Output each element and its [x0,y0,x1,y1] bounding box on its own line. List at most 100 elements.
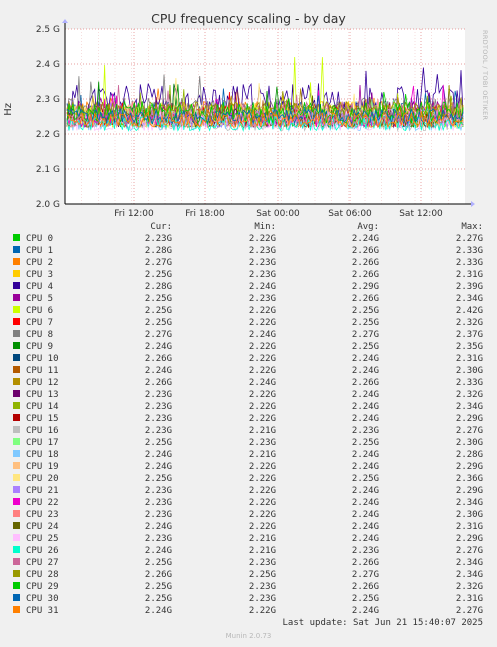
legend-avg: 2.26G [351,294,379,304]
legend-avg: 2.24G [351,510,379,520]
legend-cur: 2.23G [144,426,172,436]
legend-swatch [13,522,20,529]
legend-cur: 2.25G [144,306,172,316]
legend-swatch [13,594,20,601]
legend-swatch [13,306,20,313]
legend-min: 2.23G [248,246,276,256]
legend-header: Cur: Min: Avg: Max: [0,222,497,234]
legend-row: CPU 13 2.23G 2.22G 2.24G 2.32G [0,390,497,402]
legend-row: CPU 3 2.25G 2.23G 2.26G 2.31G [0,270,497,282]
legend-min: 2.22G [248,402,276,412]
legend-avg: 2.26G [351,246,379,256]
legend-max: 2.37G [455,330,483,340]
legend-min: 2.23G [248,558,276,568]
legend-avg: 2.24G [351,450,379,460]
legend-series-name: CPU 10 [26,354,59,364]
legend-swatch [13,486,20,493]
legend-series-name: CPU 3 [26,270,54,280]
legend-cur: 2.27G [144,258,172,268]
legend-avg: 2.24G [351,606,379,616]
legend-min: 2.23G [248,582,276,592]
legend-min: 2.22G [248,462,276,472]
legend-avg: 2.24G [351,498,379,508]
legend-avg: 2.26G [351,558,379,568]
legend-avg: 2.24G [351,414,379,424]
legend-max: 2.34G [455,294,483,304]
legend-swatch [13,342,20,349]
legend-min: 2.21G [248,546,276,556]
y-tick-label: 2.2 G [36,130,60,140]
legend-series-name: CPU 16 [26,426,59,436]
legend-swatch [13,366,20,373]
legend-cur: 2.23G [144,486,172,496]
legend-row: CPU 12 2.26G 2.24G 2.26G 2.33G [0,378,497,390]
legend-row: CPU 8 2.27G 2.24G 2.27G 2.37G [0,330,497,342]
legend-swatch [13,570,20,577]
legend-series-name: CPU 6 [26,306,54,316]
legend-series-name: CPU 18 [26,450,59,460]
x-tick-label: Fri 18:00 [185,209,225,219]
legend-min: 2.22G [248,522,276,532]
legend-max: 2.29G [455,414,483,424]
legend-cur: 2.24G [144,606,172,616]
x-tick-label: Sat 00:00 [256,209,300,219]
y-tick-label: 2.4 G [36,60,60,70]
legend-series-name: CPU 30 [26,594,59,604]
legend-swatch [13,450,20,457]
legend-series-name: CPU 20 [26,474,59,484]
legend-swatch [13,354,20,361]
legend-series-name: CPU 12 [26,378,59,388]
legend-max: 2.33G [455,378,483,388]
legend-max: 2.31G [455,354,483,364]
legend-cur: 2.25G [144,438,172,448]
y-tick-label: 2.3 G [36,95,60,105]
legend-swatch [13,534,20,541]
legend-swatch [13,402,20,409]
legend-series-name: CPU 21 [26,486,59,496]
series-lines [66,56,464,133]
legend-series-name: CPU 8 [26,330,54,340]
legend-cur: 2.24G [144,450,172,460]
legend-min: 2.21G [248,534,276,544]
legend-series-name: CPU 17 [26,438,59,448]
header-max: Max: [461,222,483,232]
legend-row: CPU 5 2.25G 2.23G 2.26G 2.34G [0,294,497,306]
legend-row: CPU 30 2.25G 2.23G 2.25G 2.31G [0,594,497,606]
legend-min: 2.22G [248,474,276,484]
legend-max: 2.30G [455,510,483,520]
legend-max: 2.33G [455,258,483,268]
legend-row: CPU 9 2.24G 2.22G 2.25G 2.35G [0,342,497,354]
legend-max: 2.29G [455,534,483,544]
legend-min: 2.23G [248,258,276,268]
legend-max: 2.34G [455,570,483,580]
legend-row: CPU 14 2.23G 2.22G 2.24G 2.34G [0,402,497,414]
series-line [67,108,464,129]
legend-cur: 2.26G [144,378,172,388]
x-tick-label: Fri 12:00 [114,209,154,219]
legend-max: 2.36G [455,474,483,484]
legend-series-name: CPU 5 [26,294,54,304]
legend-row: CPU 10 2.26G 2.22G 2.24G 2.31G [0,354,497,366]
legend-avg: 2.24G [351,462,379,472]
legend-min: 2.22G [248,318,276,328]
legend-min: 2.22G [248,354,276,364]
legend-min: 2.22G [248,306,276,316]
legend-cur: 2.23G [144,510,172,520]
legend-min: 2.21G [248,426,276,436]
legend-swatch [13,558,20,565]
legend-min: 2.23G [248,438,276,448]
legend-max: 2.27G [455,606,483,616]
legend-swatch [13,606,20,613]
header-cur: Cur: [150,222,172,232]
legend-min: 2.22G [248,234,276,244]
legend-min: 2.22G [248,390,276,400]
y-tick-label: 2.1 G [36,165,60,175]
legend-avg: 2.24G [351,534,379,544]
legend-swatch [13,498,20,505]
legend-row: CPU 7 2.25G 2.22G 2.25G 2.32G [0,318,497,330]
legend-series-name: CPU 2 [26,258,54,268]
legend-avg: 2.24G [351,234,379,244]
legend-cur: 2.25G [144,582,172,592]
legend-cur: 2.25G [144,294,172,304]
legend-row: CPU 29 2.25G 2.23G 2.26G 2.32G [0,582,497,594]
